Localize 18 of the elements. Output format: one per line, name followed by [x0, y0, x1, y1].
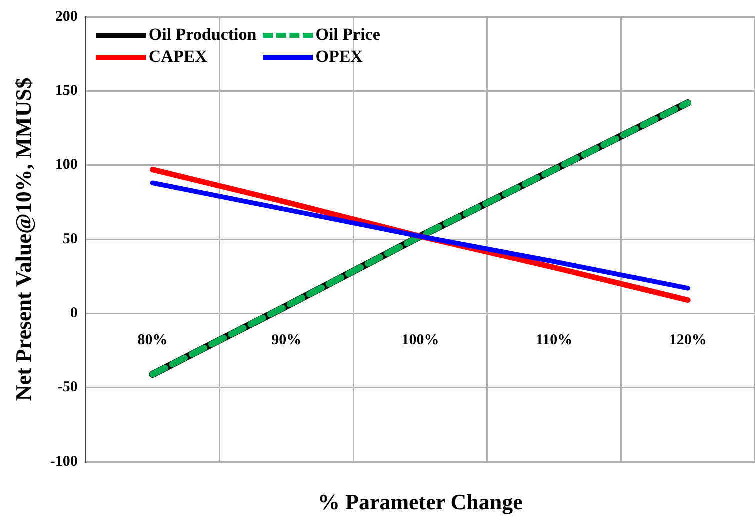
- y-tick-label: -50: [58, 380, 78, 396]
- legend-label: OPEX: [316, 47, 363, 67]
- y-tick-label: 0: [70, 306, 78, 322]
- x-tick-label: 120%: [669, 332, 707, 349]
- y-tick-label: 200: [55, 8, 78, 25]
- legend-label: Oil Production: [148, 25, 257, 45]
- x-axis-title: % Parameter Change: [318, 490, 524, 515]
- x-tick-label: 110%: [536, 332, 573, 349]
- x-tick-label: 100%: [402, 332, 440, 349]
- y-tick-label: 50: [62, 231, 78, 248]
- x-tick-label: 90%: [272, 332, 302, 349]
- y-tick-label: -100: [50, 454, 78, 470]
- legend-label: CAPEX: [148, 47, 208, 67]
- legend-label: Oil Price: [316, 25, 380, 45]
- y-tick-label: 150: [55, 83, 78, 100]
- x-tick-label: 80%: [138, 332, 168, 349]
- y-tick-label: 100: [55, 157, 78, 174]
- y-axis-title: Net Present Value@10%, MMUS$: [10, 78, 36, 402]
